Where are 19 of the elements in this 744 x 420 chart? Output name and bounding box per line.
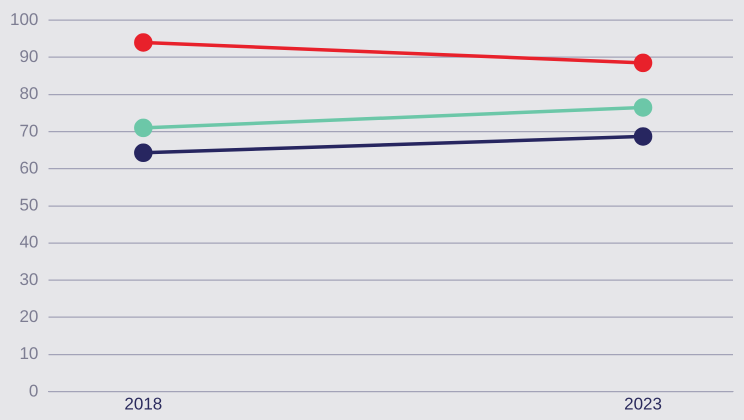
point xyxy=(134,118,153,138)
point xyxy=(634,54,652,72)
point xyxy=(634,98,652,117)
x-tick-label: 2023 xyxy=(624,394,662,414)
point xyxy=(134,144,153,162)
y-tick-label: 60 xyxy=(19,158,38,178)
y-tick-label: 30 xyxy=(19,270,38,289)
point xyxy=(134,33,153,52)
y-tick-label: 80 xyxy=(19,84,38,104)
y-tick-label: 70 xyxy=(19,121,38,140)
y-tick-label: 10 xyxy=(19,344,38,364)
point xyxy=(634,127,652,146)
x-tick-label: 2018 xyxy=(124,394,162,414)
y-tick-label: 50 xyxy=(19,196,38,215)
y-tick-label: 90 xyxy=(19,47,38,66)
y-tick-label: 0 xyxy=(28,381,38,400)
y-tick-label: 40 xyxy=(19,232,38,252)
y-tick-label: 100 xyxy=(10,10,38,29)
y-tick-label: 20 xyxy=(19,307,38,326)
